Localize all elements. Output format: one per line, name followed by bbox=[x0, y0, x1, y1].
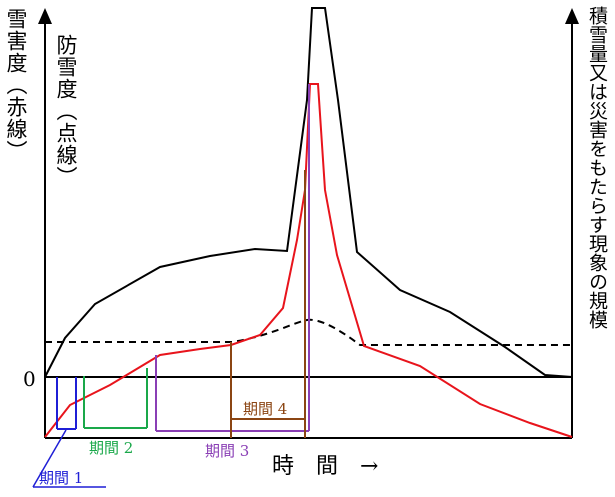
left-axis-outer-label: 雪害度（赤線） bbox=[4, 8, 28, 162]
zero-label: 0 bbox=[23, 367, 36, 391]
period1-bracket bbox=[56, 377, 77, 430]
period2-bracket bbox=[83, 368, 148, 429]
period4-label: 期間 4 bbox=[243, 400, 287, 418]
black-curve bbox=[44, 7, 573, 378]
left-axis-arrow-icon bbox=[38, 8, 52, 24]
period1-label: 期間 1 bbox=[39, 469, 83, 487]
period1-leader bbox=[32, 429, 67, 488]
right-axis-label: 積雪量又は災害をもたらす現象の規模 bbox=[586, 6, 608, 329]
period3-label: 期間 3 bbox=[205, 442, 249, 460]
period2-label: 期間 2 bbox=[89, 439, 133, 457]
left-axis-inner-label: 防雪度（点線） bbox=[54, 34, 78, 188]
period3-bracket bbox=[155, 84, 310, 432]
x-axis-label: 時 間 → bbox=[272, 454, 378, 479]
right-axis-arrow-icon bbox=[565, 8, 579, 24]
period4-bracket bbox=[230, 170, 306, 438]
